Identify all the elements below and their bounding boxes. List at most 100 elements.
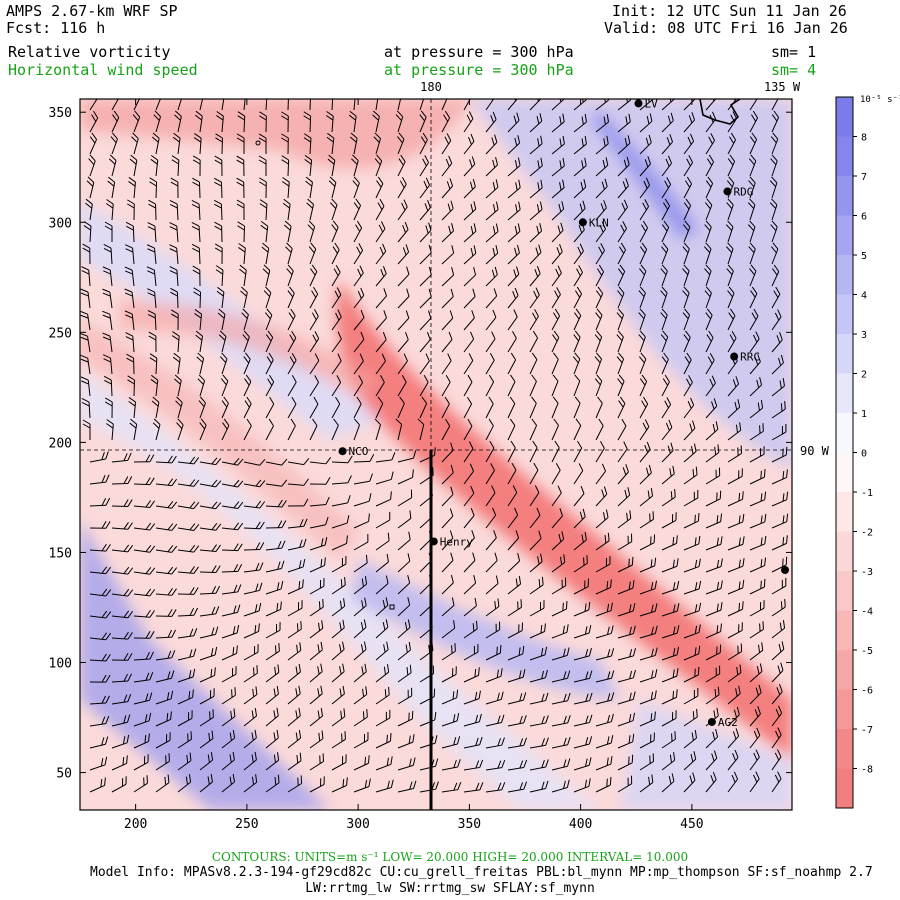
x-tick-label: 200 (124, 817, 147, 832)
colorbar-label: -5 (861, 646, 873, 657)
wind-barb (221, 708, 236, 727)
wind-barb (771, 535, 788, 551)
wind-barb (111, 776, 127, 793)
wind-barb (397, 510, 412, 529)
colorbar-segment (836, 689, 853, 730)
wind-barb (749, 354, 761, 375)
wind-barb (397, 396, 405, 419)
wind-barb (375, 733, 392, 749)
wind-barb (529, 418, 538, 441)
wind-barb (529, 201, 543, 221)
field-2-level: at pressure = 300 hPa (384, 61, 574, 79)
wind-barb (441, 759, 461, 771)
wind-barb (595, 396, 603, 419)
wind-barb (749, 706, 761, 727)
wind-barb (309, 496, 330, 507)
wind-barb (155, 588, 177, 596)
wind-barb (287, 642, 302, 661)
wind-barb (110, 132, 118, 155)
wind-barb (529, 374, 537, 397)
wind-barb (573, 330, 581, 353)
wind-barb (573, 286, 583, 309)
wind-barb (617, 775, 633, 793)
wind-barb (639, 441, 651, 463)
wind-barb (441, 574, 454, 595)
field-2-smooth: sm= 4 (771, 61, 817, 79)
wind-barb (683, 176, 693, 199)
wind-barb (463, 644, 479, 661)
wind-barb (463, 331, 475, 353)
wind-barb (749, 132, 758, 155)
wind-barb (309, 516, 329, 529)
wind-barb (133, 545, 156, 553)
wind-barb (327, 154, 336, 177)
wind-barb (375, 532, 390, 551)
colorbar-segment (836, 334, 853, 374)
wind-barb (155, 774, 170, 793)
wind-barb (682, 242, 690, 265)
wind-barb (309, 264, 318, 287)
wind-barb (441, 110, 451, 133)
y-tick-label: 200 (49, 436, 72, 451)
wind-barb (771, 99, 781, 111)
wind-barb (221, 751, 235, 771)
wind-barb (221, 624, 240, 639)
wind-barb (551, 531, 565, 551)
wind-barb (375, 491, 392, 507)
wind-barb (705, 623, 722, 639)
wind-barb (353, 220, 363, 243)
wind-barb (375, 265, 387, 287)
wind-barb (749, 308, 759, 331)
wind-barb (463, 441, 474, 463)
wind-barb (193, 287, 202, 309)
wind-barb (309, 331, 320, 353)
wind-barb (463, 133, 475, 155)
wind-barb (727, 771, 739, 793)
wind-barb (683, 645, 701, 661)
wind-barb (331, 264, 341, 287)
wind-barb (146, 266, 157, 287)
wind-barb (239, 264, 247, 287)
wind-barb (617, 156, 630, 177)
wind-barb (221, 418, 230, 441)
wind-barb (89, 451, 109, 463)
wind-barb (243, 623, 260, 639)
wind-barb (89, 521, 111, 529)
station-marker (429, 537, 438, 546)
wind-barb (705, 375, 716, 397)
x-tick-label: 300 (346, 817, 369, 832)
wind-barb (507, 781, 528, 793)
wind-barb (551, 135, 565, 155)
wind-barb (727, 685, 741, 705)
wind-barb (771, 771, 782, 793)
wind-barb (617, 647, 637, 661)
wind-barb (309, 286, 319, 309)
wind-barb (639, 711, 656, 727)
wind-barb (441, 552, 454, 573)
positive-vorticity-band (590, 110, 700, 240)
wind-barb (243, 479, 266, 488)
wind-barb (177, 668, 196, 683)
wind-barb (287, 685, 301, 705)
colorbar-label: -2 (861, 528, 873, 539)
wind-barb (331, 287, 342, 309)
wind-barb (395, 418, 403, 441)
wind-barb (375, 756, 393, 771)
wind-barb (551, 715, 571, 727)
wind-barb (749, 377, 763, 397)
wind-barb (111, 522, 133, 530)
wind-barb (638, 352, 647, 375)
wind-barb (617, 135, 631, 155)
wind-barb (419, 396, 428, 419)
valid-time: Valid: 08 UTC Fri 16 Jan 26 (604, 19, 848, 37)
wind-barb (727, 376, 740, 397)
wind-barb (104, 221, 113, 242)
wind-barb (749, 446, 765, 463)
wind-barb (683, 666, 700, 683)
wind-barb (149, 353, 158, 375)
station-marker-edge (781, 566, 789, 574)
wind-barb (111, 476, 133, 485)
wind-barb (682, 220, 691, 243)
wind-barb (174, 110, 182, 133)
